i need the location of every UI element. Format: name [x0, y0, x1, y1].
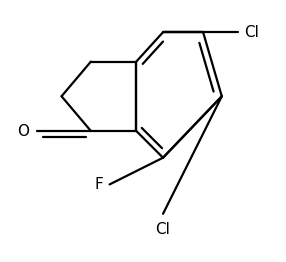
Text: Cl: Cl — [156, 222, 170, 237]
Text: O: O — [17, 123, 29, 139]
Text: Cl: Cl — [245, 25, 259, 40]
Text: F: F — [94, 177, 103, 192]
